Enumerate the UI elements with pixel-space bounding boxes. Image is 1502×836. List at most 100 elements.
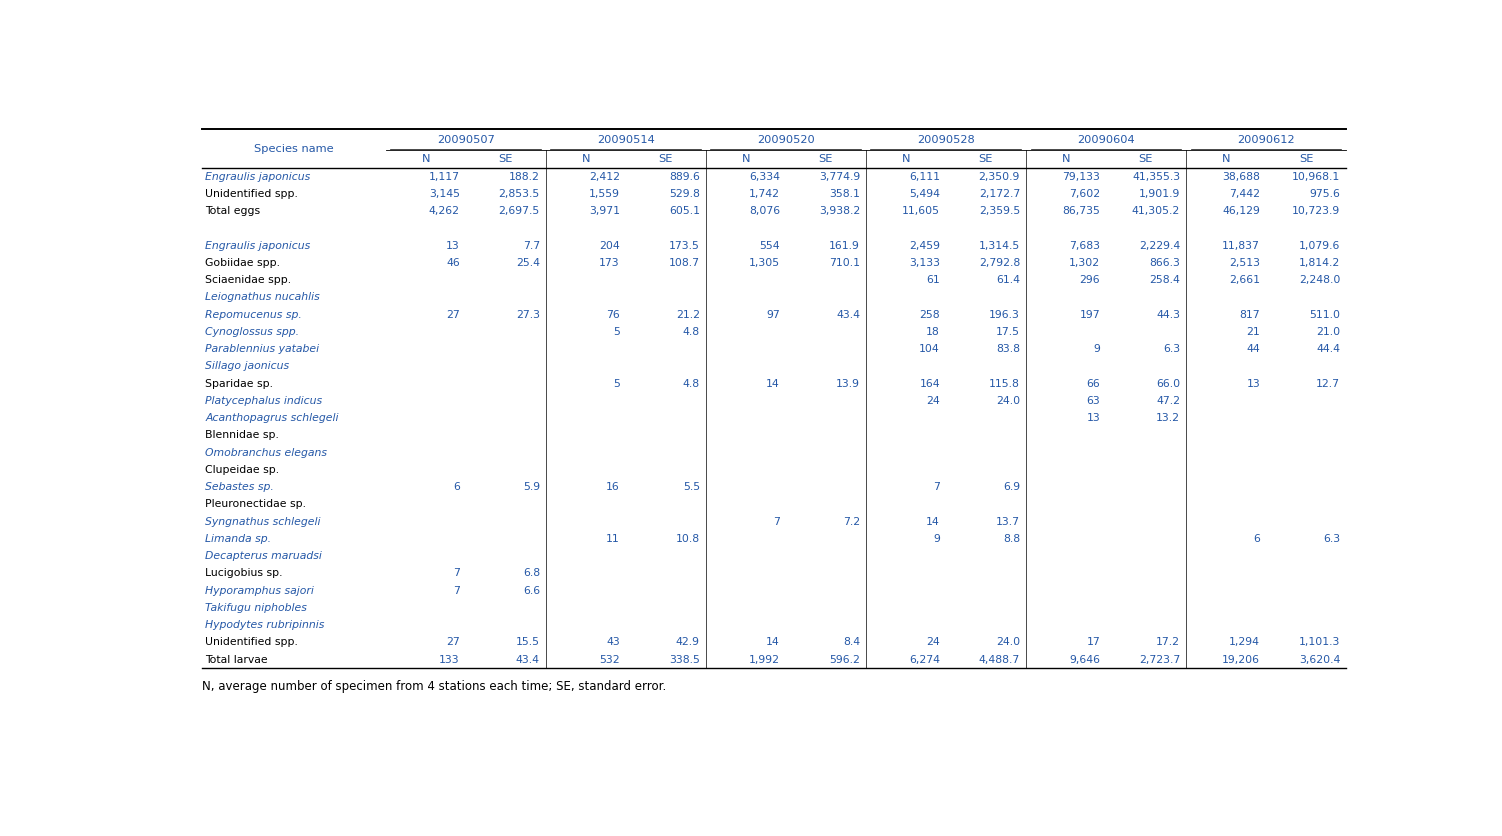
Text: 554: 554 xyxy=(760,241,780,251)
Text: 1,559: 1,559 xyxy=(589,189,620,199)
Text: 889.6: 889.6 xyxy=(668,171,700,181)
Text: 529.8: 529.8 xyxy=(668,189,700,199)
Text: 1,302: 1,302 xyxy=(1069,257,1099,268)
Text: 9: 9 xyxy=(1093,344,1099,354)
Text: Total eggs: Total eggs xyxy=(206,206,260,216)
Text: 9: 9 xyxy=(933,534,940,544)
Text: 7: 7 xyxy=(454,585,460,595)
Text: 43.4: 43.4 xyxy=(837,309,861,319)
Text: 43: 43 xyxy=(607,637,620,647)
Text: 46: 46 xyxy=(446,257,460,268)
Text: 2,229.4: 2,229.4 xyxy=(1139,241,1181,251)
Text: 133: 133 xyxy=(439,655,460,665)
Text: Parablennius yatabei: Parablennius yatabei xyxy=(206,344,320,354)
Text: SE: SE xyxy=(1299,154,1313,164)
Text: 6: 6 xyxy=(1253,534,1260,544)
Text: 44.3: 44.3 xyxy=(1157,309,1181,319)
Text: 6,334: 6,334 xyxy=(749,171,780,181)
Text: 2,723.7: 2,723.7 xyxy=(1139,655,1181,665)
Text: 38,688: 38,688 xyxy=(1223,171,1260,181)
Text: 6.9: 6.9 xyxy=(1003,482,1020,492)
Text: 6.3: 6.3 xyxy=(1323,534,1340,544)
Text: 104: 104 xyxy=(919,344,940,354)
Text: 1,314.5: 1,314.5 xyxy=(979,241,1020,251)
Text: 11: 11 xyxy=(607,534,620,544)
Text: 3,620.4: 3,620.4 xyxy=(1299,655,1340,665)
Text: N: N xyxy=(901,154,910,164)
Text: 173: 173 xyxy=(599,257,620,268)
Text: 24.0: 24.0 xyxy=(996,637,1020,647)
Text: 2,792.8: 2,792.8 xyxy=(979,257,1020,268)
Text: N: N xyxy=(422,154,430,164)
Text: 41,355.3: 41,355.3 xyxy=(1133,171,1181,181)
Text: 12.7: 12.7 xyxy=(1316,379,1340,389)
Text: 511.0: 511.0 xyxy=(1310,309,1340,319)
Text: 2,359.5: 2,359.5 xyxy=(979,206,1020,216)
Text: Lucigobius sp.: Lucigobius sp. xyxy=(206,568,282,579)
Text: 188.2: 188.2 xyxy=(509,171,539,181)
Text: 1,742: 1,742 xyxy=(749,189,780,199)
Text: 9,646: 9,646 xyxy=(1069,655,1099,665)
Text: 2,853.5: 2,853.5 xyxy=(499,189,539,199)
Text: Engraulis japonicus: Engraulis japonicus xyxy=(206,241,311,251)
Text: Platycephalus indicus: Platycephalus indicus xyxy=(206,395,323,405)
Text: 6,111: 6,111 xyxy=(909,171,940,181)
Text: 1,117: 1,117 xyxy=(430,171,460,181)
Text: 2,172.7: 2,172.7 xyxy=(979,189,1020,199)
Text: N: N xyxy=(1221,154,1230,164)
Text: SE: SE xyxy=(658,154,673,164)
Text: Pleuronectidae sp.: Pleuronectidae sp. xyxy=(206,499,306,509)
Text: 61.4: 61.4 xyxy=(996,275,1020,285)
Text: 1,294: 1,294 xyxy=(1229,637,1260,647)
Text: 97: 97 xyxy=(766,309,780,319)
Text: 7,683: 7,683 xyxy=(1069,241,1099,251)
Text: 4.8: 4.8 xyxy=(683,379,700,389)
Text: Acanthopagrus schlegeli: Acanthopagrus schlegeli xyxy=(206,413,339,423)
Text: 7.7: 7.7 xyxy=(523,241,539,251)
Text: Syngnathus schlegeli: Syngnathus schlegeli xyxy=(206,517,321,527)
Text: Engraulis japonicus: Engraulis japonicus xyxy=(206,171,311,181)
Text: 13: 13 xyxy=(446,241,460,251)
Text: 1,079.6: 1,079.6 xyxy=(1299,241,1340,251)
Text: 61: 61 xyxy=(927,275,940,285)
Text: 3,774.9: 3,774.9 xyxy=(819,171,861,181)
Text: Takifugu niphobles: Takifugu niphobles xyxy=(206,603,306,613)
Text: 164: 164 xyxy=(919,379,940,389)
Text: 6,274: 6,274 xyxy=(909,655,940,665)
Text: 18: 18 xyxy=(927,327,940,337)
Text: 13.2: 13.2 xyxy=(1157,413,1181,423)
Text: 11,837: 11,837 xyxy=(1223,241,1260,251)
Text: 24.0: 24.0 xyxy=(996,395,1020,405)
Text: 6.6: 6.6 xyxy=(523,585,539,595)
Text: 11,605: 11,605 xyxy=(903,206,940,216)
Text: 258: 258 xyxy=(919,309,940,319)
Text: 2,412: 2,412 xyxy=(589,171,620,181)
Text: 43.4: 43.4 xyxy=(515,655,539,665)
Text: 27: 27 xyxy=(446,637,460,647)
Text: 817: 817 xyxy=(1239,309,1260,319)
Text: 2,459: 2,459 xyxy=(909,241,940,251)
Text: 6: 6 xyxy=(454,482,460,492)
Text: 19,206: 19,206 xyxy=(1223,655,1260,665)
Text: Limanda sp.: Limanda sp. xyxy=(206,534,272,544)
Text: Gobiidae spp.: Gobiidae spp. xyxy=(206,257,281,268)
Text: 10,723.9: 10,723.9 xyxy=(1292,206,1340,216)
Text: 46,129: 46,129 xyxy=(1223,206,1260,216)
Text: 66: 66 xyxy=(1086,379,1099,389)
Text: 10,968.1: 10,968.1 xyxy=(1292,171,1340,181)
Text: 8,076: 8,076 xyxy=(749,206,780,216)
Text: 866.3: 866.3 xyxy=(1149,257,1181,268)
Text: 5,494: 5,494 xyxy=(909,189,940,199)
Text: Repomucenus sp.: Repomucenus sp. xyxy=(206,309,302,319)
Text: 13: 13 xyxy=(1247,379,1260,389)
Text: 1,814.2: 1,814.2 xyxy=(1299,257,1340,268)
Text: 66.0: 66.0 xyxy=(1157,379,1181,389)
Text: 8.8: 8.8 xyxy=(1003,534,1020,544)
Text: 8.4: 8.4 xyxy=(843,637,861,647)
Text: 5.5: 5.5 xyxy=(683,482,700,492)
Text: Decapterus maruadsi: Decapterus maruadsi xyxy=(206,551,321,561)
Text: Unidentified spp.: Unidentified spp. xyxy=(206,189,297,199)
Text: 975.6: 975.6 xyxy=(1310,189,1340,199)
Text: 6.3: 6.3 xyxy=(1163,344,1181,354)
Text: 5.9: 5.9 xyxy=(523,482,539,492)
